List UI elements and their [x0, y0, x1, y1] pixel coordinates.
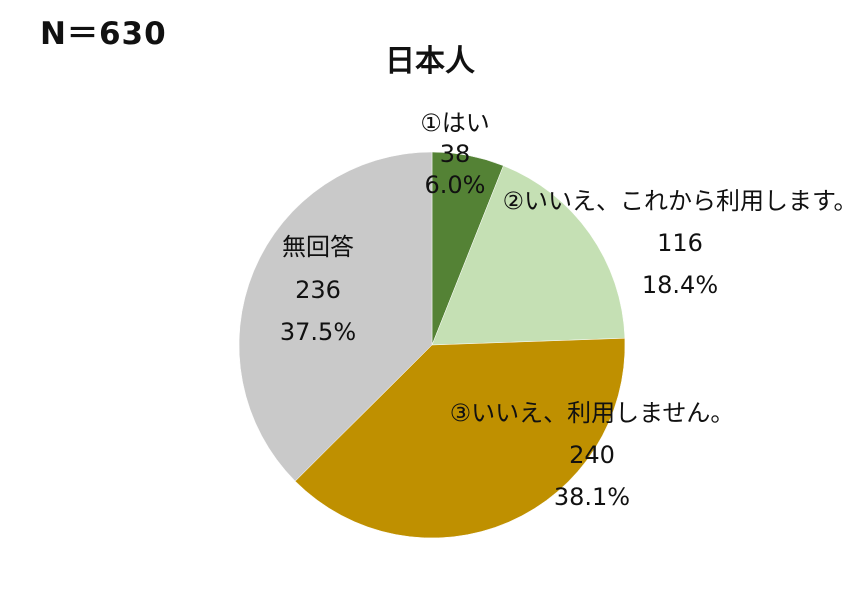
slice-label-yes: ①はい 38 6.0% — [420, 108, 490, 202]
slice-label-wont-use-name: ③いいえ、利用しません。 — [449, 399, 735, 427]
slice-label-will-use-name: ②いいえ、これから利用します。 — [502, 187, 858, 215]
slice-label-no-answer-value: 236 — [295, 275, 341, 304]
pie-slice-no-answer — [238, 151, 433, 482]
sample-size-label: N＝630 — [40, 16, 167, 52]
slice-label-yes-percent: 6.0% — [424, 171, 486, 200]
slice-label-yes-name: ①はい — [420, 109, 490, 137]
slice-label-yes-value: 38 — [439, 140, 471, 169]
slice-label-will-use-value: 116 — [657, 229, 703, 257]
slice-label-wont-use: ③いいえ、利用しません。 240 38.1% — [450, 392, 735, 518]
slice-label-wont-use-value: 240 — [569, 441, 615, 469]
slice-label-no-answer-percent: 37.5% — [279, 318, 357, 347]
slice-label-no-answer-name: 無回答 — [282, 233, 354, 261]
slice-label-no-answer: 無回答 236 37.5% — [280, 226, 356, 354]
pie-slice-wont-use — [294, 338, 626, 539]
slice-label-wont-use-percent: 38.1% — [553, 483, 631, 511]
pie-slice-will-use — [431, 165, 626, 346]
slice-label-will-use-percent: 18.4% — [641, 271, 719, 299]
slice-label-will-use: ②いいえ、これから利用します。 116 18.4% — [502, 180, 857, 306]
chart-title: 日本人 — [385, 44, 475, 79]
